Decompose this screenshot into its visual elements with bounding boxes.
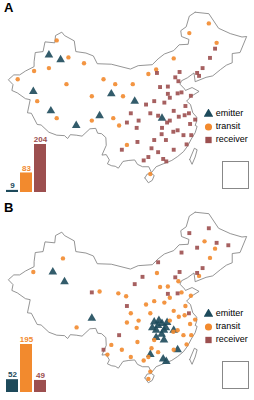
html-text:receiver: receiver <box>215 133 248 144</box>
svg-text:204: 204 <box>34 135 48 144</box>
html-text:transit: transit <box>215 120 241 131</box>
html-text:A: A <box>4 0 14 15</box>
svg-text:49: 49 <box>36 371 45 380</box>
html-text:emitter: emitter <box>215 107 244 118</box>
svg-text:52: 52 <box>8 370 17 379</box>
svg-text:83: 83 <box>22 164 31 173</box>
html-text:B: B <box>4 200 14 215</box>
svg-text:195: 195 <box>20 335 34 344</box>
html-text:receiver: receiver <box>215 333 248 344</box>
html-text:emitter: emitter <box>215 307 244 318</box>
html-text:transit: transit <box>215 320 241 331</box>
svg-text:9: 9 <box>10 181 15 190</box>
